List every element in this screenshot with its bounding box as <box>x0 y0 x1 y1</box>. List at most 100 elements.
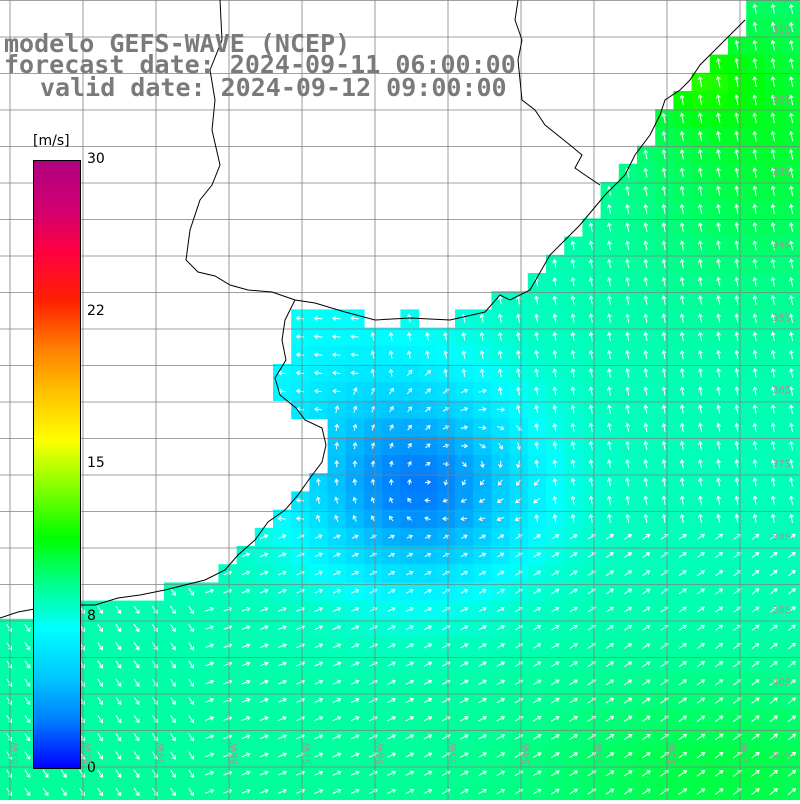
wind-arrow <box>478 697 487 704</box>
wind-arrow <box>551 606 560 613</box>
wind-arrow <box>552 513 558 523</box>
wind-arrow <box>698 368 703 378</box>
wind-arrow <box>441 770 451 777</box>
wind-arrow <box>314 588 324 594</box>
wind-arrow <box>752 39 758 51</box>
wind-arrow <box>350 679 360 685</box>
wind-arrow <box>278 606 287 612</box>
wind-arrow <box>714 679 724 686</box>
wind-arrow <box>533 588 542 595</box>
wind-arrow <box>314 388 323 394</box>
wind-arrow <box>170 587 176 596</box>
wind-arrow <box>770 130 776 142</box>
wind-arrow <box>751 588 760 595</box>
wind-arrow <box>752 422 758 432</box>
wind-arrow <box>97 696 103 706</box>
wind-arrow <box>259 661 269 667</box>
wind-arrow <box>588 277 594 287</box>
wind-arrow <box>332 352 341 358</box>
wind-arrow <box>605 534 614 540</box>
wind-arrow <box>770 459 776 469</box>
wind-arrow <box>314 770 324 776</box>
wind-arrow <box>696 770 706 777</box>
wind-arrow <box>332 752 342 758</box>
wind-arrow <box>679 368 685 378</box>
wind-arrow <box>697 112 703 124</box>
wind-arrow <box>6 696 12 706</box>
wind-arrow <box>641 734 651 741</box>
wind-arrow <box>643 404 649 414</box>
wind-arrow <box>696 697 706 704</box>
wind-arrow <box>698 440 703 451</box>
wind-arrow <box>625 331 630 341</box>
wind-arrow <box>334 405 340 414</box>
wind-arrow <box>734 39 740 51</box>
wind-arrow <box>789 386 794 396</box>
wind-arrow <box>716 513 721 523</box>
wind-arrow <box>350 625 360 631</box>
wind-arrow <box>661 185 667 196</box>
wind-arrow <box>787 770 797 777</box>
wind-arrow <box>352 387 358 395</box>
wind-arrow <box>588 222 594 232</box>
wind-arrow <box>516 404 521 414</box>
wind-arrow <box>97 678 103 687</box>
wind-arrow <box>405 679 415 685</box>
wind-arrow <box>133 660 140 669</box>
wind-arrow <box>734 222 740 233</box>
wind-arrow <box>734 94 739 106</box>
wind-arrow <box>6 751 12 760</box>
wind-arrow <box>696 588 705 595</box>
wind-arrow <box>679 203 685 214</box>
wind-arrow <box>350 370 359 376</box>
wind-arrow <box>643 440 649 451</box>
wind-arrow <box>188 769 194 778</box>
wind-arrow <box>497 386 503 396</box>
wind-arrow <box>370 478 376 486</box>
wind-arrow <box>332 661 342 667</box>
wind-arrow <box>24 733 31 742</box>
wind-arrow <box>716 368 721 378</box>
wind-arrow <box>588 495 594 505</box>
wind-arrow <box>406 534 414 539</box>
wind-arrow <box>715 606 724 613</box>
wind-arrow <box>787 533 796 540</box>
wind-arrow <box>133 696 140 706</box>
wind-arrow <box>642 552 651 558</box>
wind-arrow <box>605 643 615 649</box>
wind-arrow <box>678 606 687 613</box>
wind-arrow <box>770 495 776 505</box>
wind-arrow <box>661 295 667 305</box>
colorbar-tick-22: 22 <box>87 303 105 319</box>
wind-arrow <box>770 222 776 233</box>
wind-arrow <box>661 167 667 178</box>
wind-arrow <box>496 498 504 503</box>
wind-arrow <box>532 679 542 686</box>
wind-arrow <box>460 679 469 686</box>
wind-arrow <box>661 477 667 487</box>
wind-arrow <box>60 787 67 797</box>
wind-arrow <box>259 788 269 794</box>
wind-arrow <box>789 368 794 378</box>
wind-arrow <box>751 679 760 686</box>
wind-arrow <box>697 130 703 142</box>
wind-arrow <box>24 642 31 651</box>
wind-arrow <box>461 368 467 377</box>
wind-arrow <box>661 513 667 523</box>
wind-arrow <box>350 770 360 776</box>
wind-arrow <box>788 149 794 160</box>
wind-arrow <box>278 625 287 630</box>
wind-arrow <box>552 459 558 469</box>
wind-arrow <box>716 258 721 269</box>
wind-arrow <box>752 94 758 106</box>
wind-arrow <box>188 696 194 706</box>
wind-arrow <box>295 334 305 339</box>
wind-arrow <box>278 588 287 594</box>
wind-arrow <box>423 643 433 649</box>
wind-arrow <box>552 441 558 450</box>
wind-arrow <box>424 534 432 539</box>
wind-arrow <box>259 643 269 649</box>
wind-arrow <box>607 277 612 287</box>
wind-arrow <box>643 513 649 523</box>
wind-arrow <box>497 552 505 558</box>
